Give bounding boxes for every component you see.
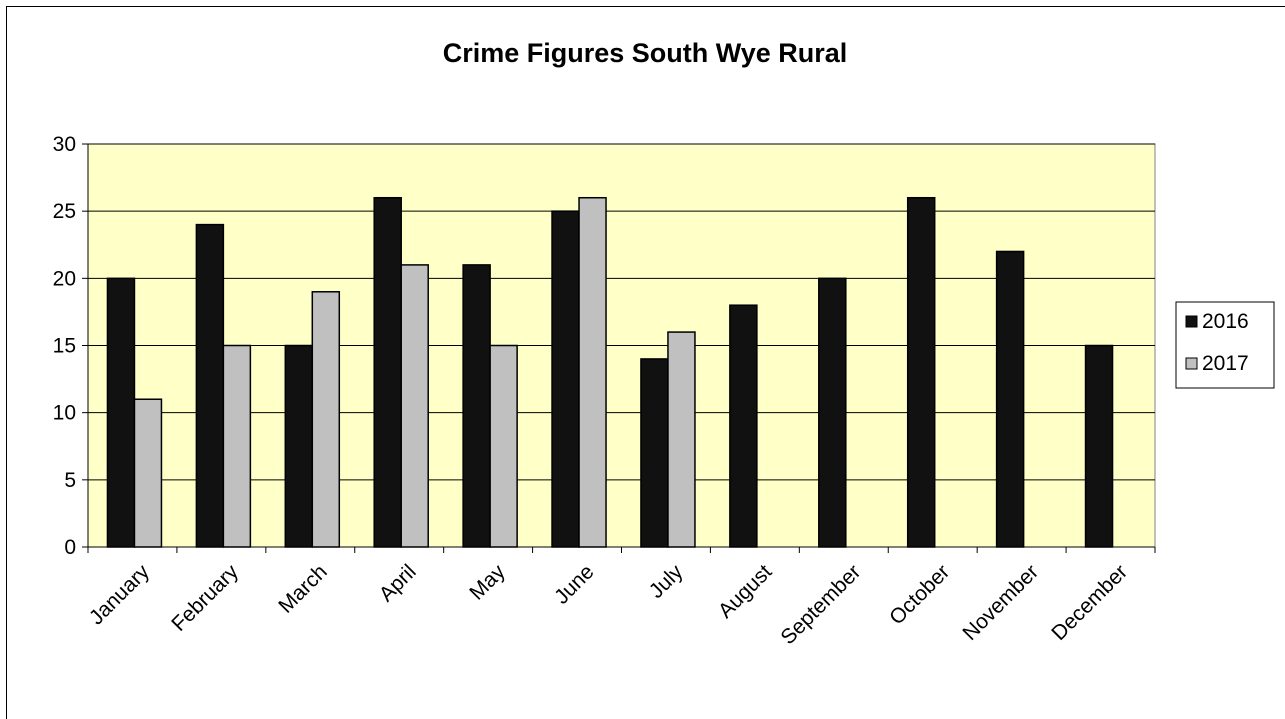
x-category-label: August bbox=[714, 560, 777, 623]
bar-2016-march bbox=[284, 344, 314, 548]
legend-swatch-2017 bbox=[1185, 357, 1198, 370]
y-tick-label: 25 bbox=[53, 200, 76, 223]
bar-2017-february bbox=[222, 344, 252, 548]
legend-label-2017: 2017 bbox=[1202, 352, 1249, 375]
x-category-label: July bbox=[645, 560, 688, 603]
bar-2016-january bbox=[106, 277, 136, 548]
x-category-label: March bbox=[274, 560, 332, 618]
bar-2016-april bbox=[373, 196, 402, 548]
y-tick-label: 5 bbox=[64, 469, 76, 492]
bar-2016-august bbox=[729, 304, 758, 548]
bar-2017-june bbox=[578, 196, 607, 548]
bar-2016-december bbox=[1084, 344, 1114, 548]
x-category-label: May bbox=[465, 560, 510, 605]
bar-2017-april bbox=[400, 264, 429, 548]
x-category-label: June bbox=[550, 560, 598, 608]
x-category-label: December bbox=[1047, 560, 1132, 645]
x-category-label: April bbox=[375, 560, 421, 606]
y-tick-label: 15 bbox=[53, 335, 76, 358]
y-tick-label: 20 bbox=[53, 267, 76, 290]
bar-2017-july bbox=[667, 331, 696, 548]
bar-2016-may bbox=[462, 264, 491, 548]
chart-title: Crime Figures South Wye Rural bbox=[442, 38, 848, 68]
bar-2017-may bbox=[489, 344, 518, 548]
bar-2016-june bbox=[551, 210, 580, 548]
bar-2016-october bbox=[906, 196, 936, 548]
x-category-label: October bbox=[885, 560, 954, 629]
legend-swatch-2016 bbox=[1185, 315, 1198, 328]
x-category-label: February bbox=[167, 560, 243, 636]
chart-frame bbox=[6, 6, 1285, 719]
x-category-label: January bbox=[85, 560, 154, 629]
y-tick-label: 10 bbox=[53, 402, 76, 425]
x-category-label: September bbox=[776, 560, 865, 649]
y-tick-label: 0 bbox=[64, 536, 76, 559]
bar-2016-july bbox=[640, 358, 669, 548]
bar-2016-february bbox=[195, 223, 225, 548]
y-tick-label: 30 bbox=[53, 133, 76, 156]
bar-2017-january bbox=[133, 398, 163, 548]
bar-2016-november bbox=[995, 250, 1025, 548]
bar-2017-march bbox=[311, 291, 341, 548]
bar-2016-september bbox=[818, 277, 847, 548]
legend-label-2016: 2016 bbox=[1202, 310, 1249, 333]
x-category-label: November bbox=[958, 560, 1043, 645]
